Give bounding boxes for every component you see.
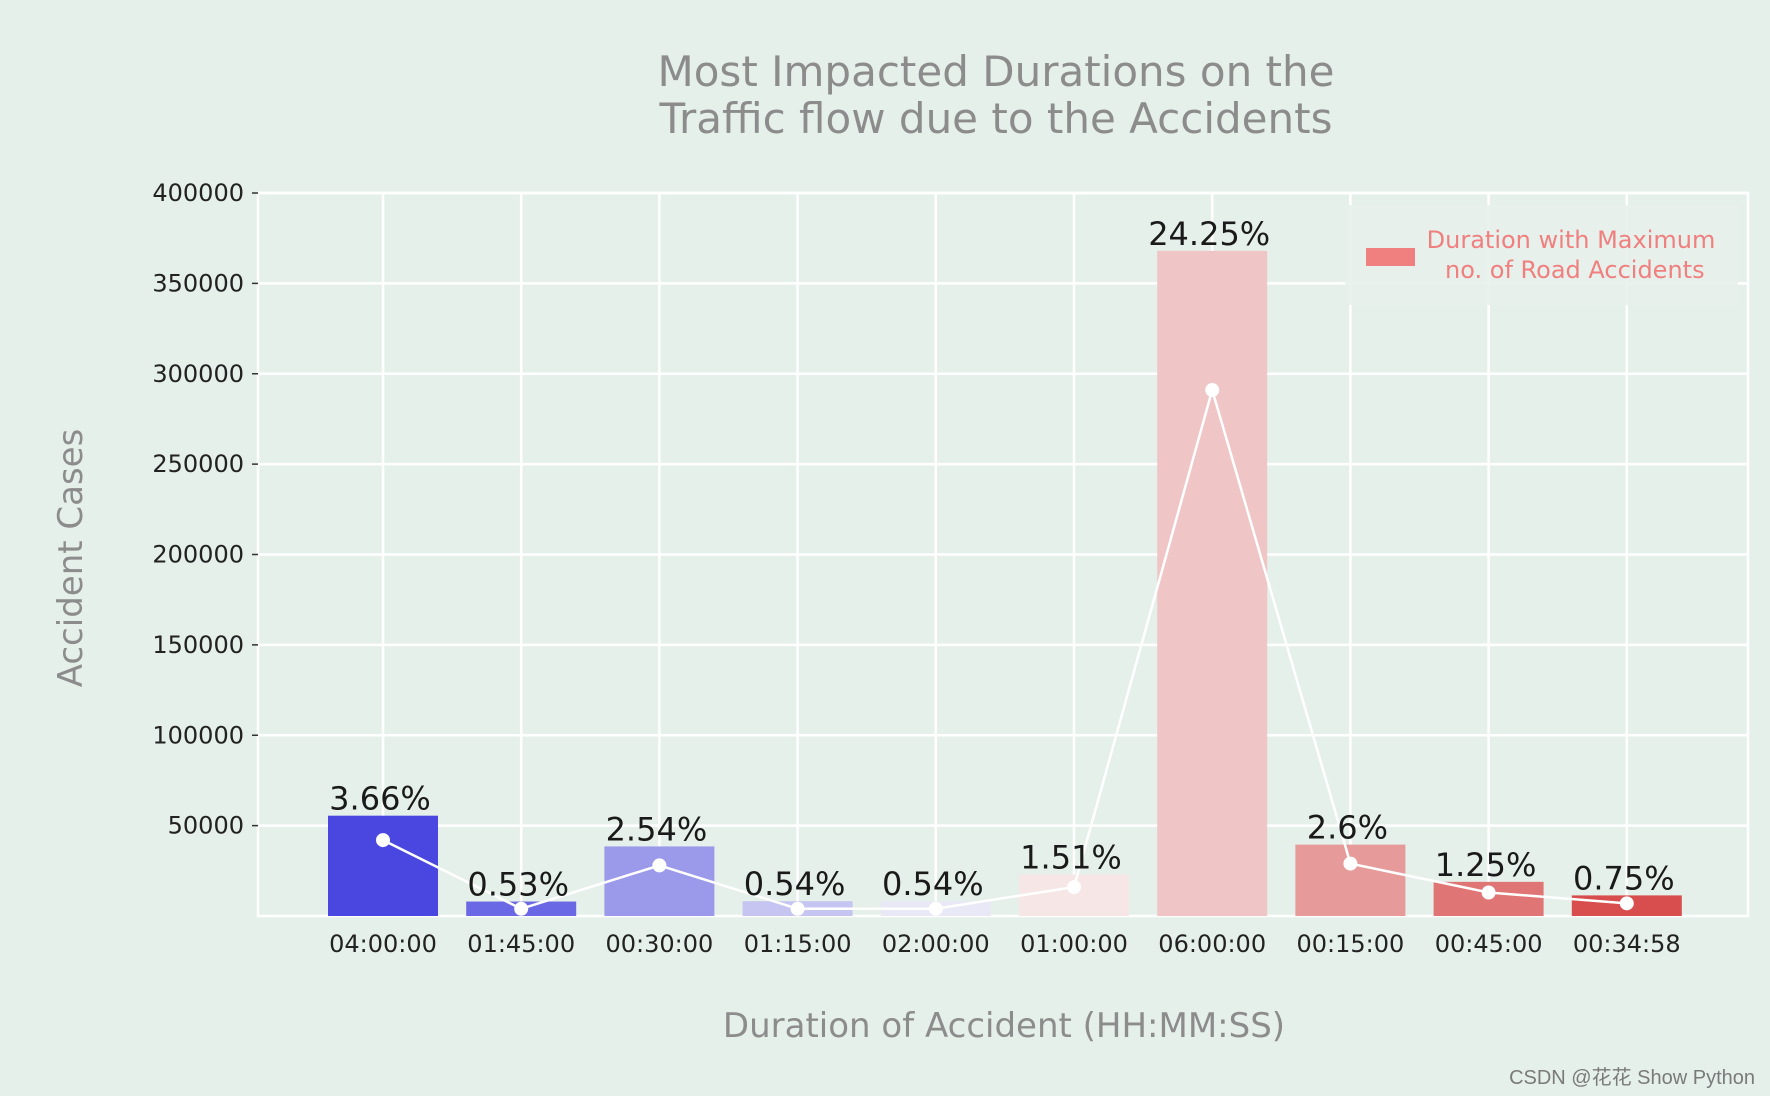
y-tick-labels: 50000 100000 150000 200000 250000 300000 35000… — [152, 179, 244, 840]
x-tick-label: 00:34:58 — [1573, 930, 1681, 958]
percent-labels: 3.66% 0.53% 2.54% 0.54% 0.54% 1.51% 24.25% 2.6%… — [329, 215, 1674, 904]
bar-04-00-00 — [328, 815, 438, 916]
bar-percent-label: 0.53% — [467, 866, 569, 904]
chart-title-line-1: Most Impacted Durations on the — [658, 47, 1335, 96]
bar-percent-label: 1.25% — [1435, 846, 1537, 884]
trend-point — [1205, 383, 1220, 398]
y-tick-label: 250000 — [152, 450, 244, 478]
trend-point — [514, 901, 529, 916]
x-tick-label: 00:45:00 — [1435, 930, 1543, 958]
bar-percent-label: 0.54% — [744, 865, 846, 903]
x-tick-label: 06:00:00 — [1158, 930, 1266, 958]
x-tick-label: 00:30:00 — [606, 930, 714, 958]
trend-point — [1619, 896, 1634, 911]
y-tick-label: 200000 — [152, 541, 244, 569]
bar-percent-label: 2.6% — [1307, 809, 1388, 847]
y-tick-label: 150000 — [152, 631, 244, 659]
legend-label-line: Duration with Maximum — [1427, 226, 1716, 254]
y-tick-label: 100000 — [152, 721, 244, 749]
trend-point — [928, 901, 943, 916]
trend-point — [1481, 885, 1496, 900]
legend-label-line: no. of Road Accidents — [1437, 256, 1704, 284]
x-tick-label: 00:15:00 — [1297, 930, 1405, 958]
x-tick-label: 01:45:00 — [467, 930, 575, 958]
bar-percent-label: 24.25% — [1148, 215, 1270, 253]
trend-line-path — [382, 385, 1627, 911]
trend-point — [790, 901, 805, 916]
x-tick-label: 04:00:00 — [329, 930, 437, 958]
x-axis-label: Duration of Accident (HH:MM:SS) — [723, 1006, 1285, 1046]
grid-lines — [252, 191, 1750, 918]
bar-percent-label: 1.51% — [1020, 838, 1122, 876]
legend-swatch — [1366, 248, 1415, 266]
trend-point — [1343, 856, 1358, 871]
bars — [328, 250, 1682, 917]
y-tick-label: 350000 — [152, 269, 244, 297]
bar-00-15-00 — [1295, 844, 1406, 916]
x-tick-label: 01:15:00 — [744, 930, 852, 958]
legend: Duration with Maximum no. of Road Accide… — [1345, 205, 1738, 305]
y-tick-label: 300000 — [152, 360, 244, 388]
x-tick-labels: 04:00:00 01:45:00 00:30:00 01:15:00 02:00:00… — [329, 930, 1681, 958]
bar-00-30-00 — [604, 846, 715, 916]
y-tick-label: 50000 — [168, 812, 244, 840]
trend-point — [1067, 880, 1081, 895]
bar-percent-label: 0.75% — [1573, 859, 1675, 897]
x-tick-label: 01:00:00 — [1020, 930, 1128, 958]
trend-point — [376, 833, 390, 848]
bar-percent-label: 2.54% — [606, 810, 708, 848]
y-axis-label: Accident Cases — [51, 429, 91, 688]
chart-title-line-2: Traffic flow due to the Accidents — [659, 94, 1333, 143]
trend-point — [652, 858, 667, 873]
y-tick-label: 400000 — [152, 179, 244, 207]
bar-percent-label: 0.54% — [882, 865, 984, 903]
watermark: CSDN @花花 Show Python — [1509, 1066, 1755, 1089]
x-tick-label: 02:00:00 — [882, 930, 990, 958]
trend-line — [376, 383, 1634, 916]
legend-label: Duration with Maximum no. of Road Accide… — [1427, 226, 1716, 284]
bar-06-00-00 — [1157, 250, 1268, 917]
bar-percent-label: 3.66% — [329, 780, 431, 818]
